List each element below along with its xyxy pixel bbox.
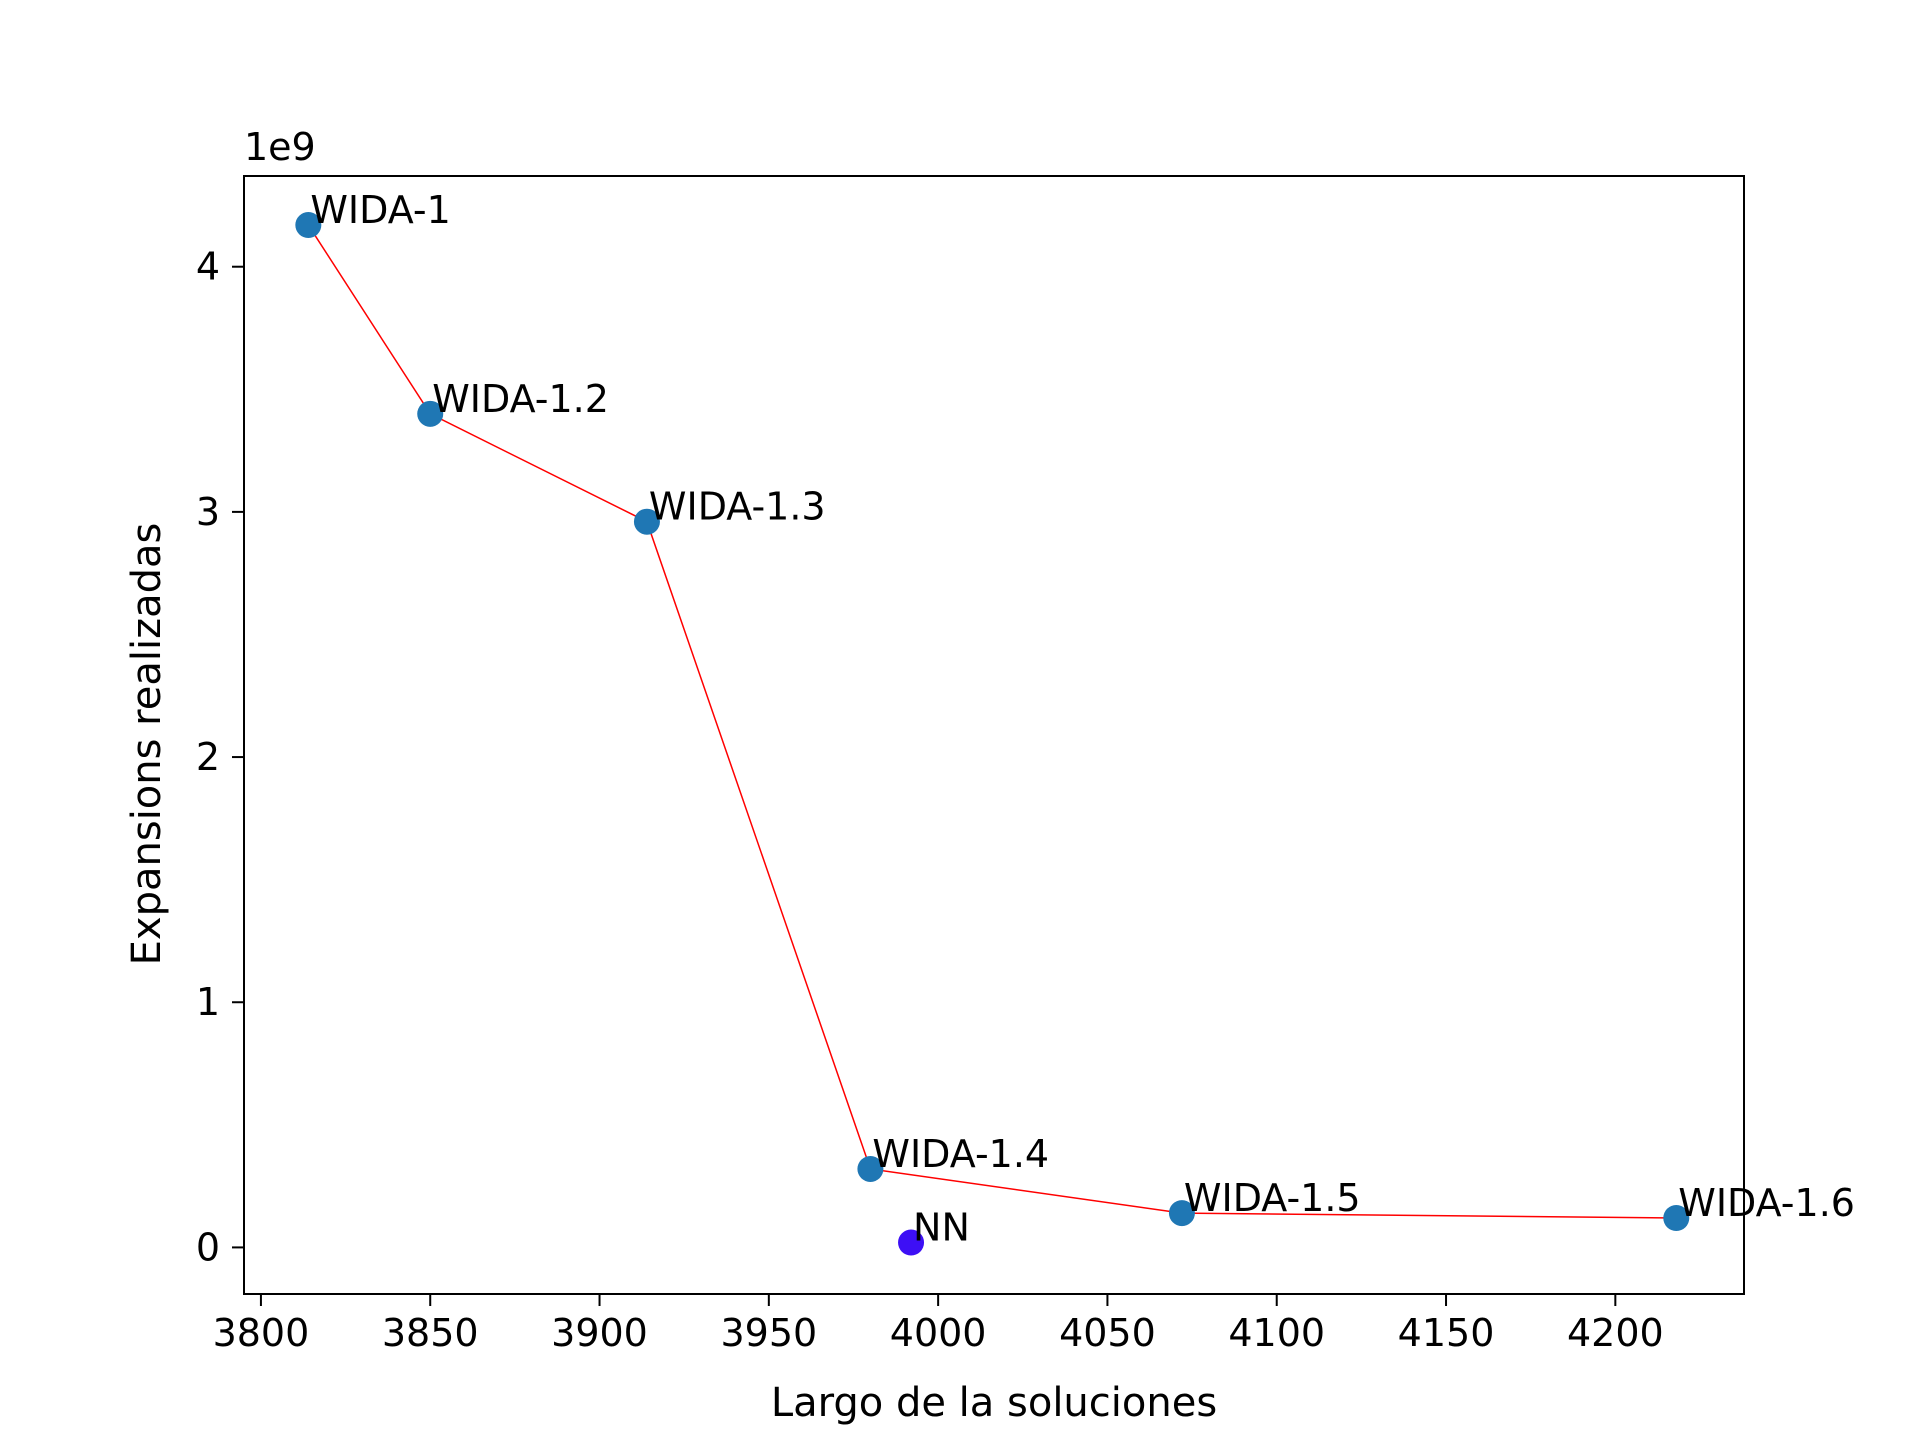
x-tick-label: 4100 [1228, 1311, 1325, 1355]
y-tick-label: 1 [196, 980, 220, 1024]
y-tick-label: 2 [196, 735, 220, 779]
x-tick-label: 3850 [382, 1311, 479, 1355]
data-point-label: WIDA-1 [310, 188, 450, 232]
x-tick-label: 4050 [1059, 1311, 1156, 1355]
data-point-label: WIDA-1.3 [649, 485, 826, 529]
data-point-marker [1168, 1200, 1195, 1227]
y-offset-label: 1e9 [244, 125, 316, 169]
x-tick-label: 4000 [890, 1311, 987, 1355]
data-markers [295, 212, 1690, 1256]
x-axis-label: Largo de la soluciones [771, 1380, 1217, 1426]
y-tick-label: 3 [196, 490, 220, 534]
y-axis-label: Expansions realizadas [124, 523, 170, 966]
data-point-marker [898, 1229, 925, 1256]
y-tick-label: 4 [196, 245, 220, 289]
data-point-label: NN [913, 1206, 970, 1250]
data-point-label: WIDA-1.2 [432, 377, 609, 421]
x-tick-label: 4200 [1567, 1311, 1664, 1355]
data-point-marker [1663, 1204, 1690, 1231]
x-tick-label: 3950 [720, 1311, 817, 1355]
data-point-marker [857, 1155, 884, 1182]
data-point-marker [633, 508, 660, 535]
y-tick-label: 0 [196, 1225, 220, 1269]
data-point-marker [417, 400, 444, 427]
connector-line [307, 224, 1677, 1219]
data-point-label: WIDA-1.5 [1184, 1176, 1361, 1220]
data-point-marker [295, 212, 322, 239]
axes: 3800 3850 3900 3950 4000 4050 4100 4150 4200 0 1 2 3… [196, 175, 1745, 1355]
x-tick-label: 3900 [551, 1311, 648, 1355]
data-point-label: WIDA-1.4 [872, 1132, 1049, 1176]
x-tick-label: 3800 [213, 1311, 310, 1355]
connector-lines [307, 224, 1677, 1219]
data-labels: WIDA-1 WIDA-1.2 WIDA-1.3 WIDA-1.4 WIDA-1.5 WI… [310, 188, 1855, 1249]
x-tick-label: 4150 [1398, 1311, 1495, 1355]
plot-frame [243, 175, 1745, 1295]
data-point-label: WIDA-1.6 [1678, 1181, 1855, 1225]
